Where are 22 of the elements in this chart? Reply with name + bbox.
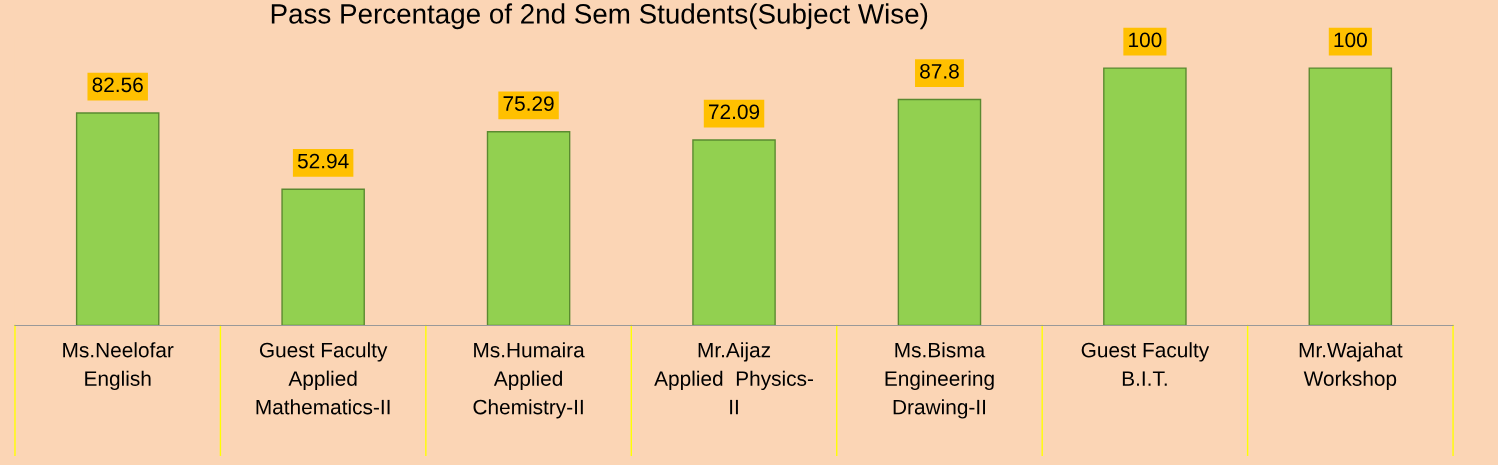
bar (486, 131, 571, 326)
chart-title: Pass Percentage of 2nd Sem Students(Subject Wise) (271, 3, 928, 30)
x-tick-label: Mr.Aijaz Applied Physics- II (654, 342, 813, 415)
x-tick-label: Guest Faculty Applied Mathematics-II (256, 342, 390, 415)
data-label: 100 (1334, 32, 1367, 48)
x-tick-label: Mr.Wajahat Workshop (1299, 342, 1403, 391)
data-label: 75.29 (503, 96, 554, 111)
bar (1308, 67, 1393, 326)
x-tick-label: Guest Faculty B.I.T. (1081, 342, 1210, 386)
x-tick-label: Ms.Bisma Engineering Drawing-II (885, 342, 994, 419)
data-label: 82.56 (92, 77, 143, 93)
bar (75, 112, 160, 326)
bar (281, 188, 365, 326)
data-label: 87.8 (920, 63, 959, 79)
data-label: 52.94 (297, 153, 349, 169)
data-label: 100 (1129, 32, 1162, 48)
x-tick-label: Ms.Humaira Applied Chemistry-II (473, 342, 585, 419)
data-label: 72.09 (709, 104, 760, 120)
bar (1103, 67, 1187, 326)
bar (692, 139, 776, 326)
bar (897, 98, 982, 326)
x-tick-label: Ms.Neelofar English (63, 342, 174, 391)
